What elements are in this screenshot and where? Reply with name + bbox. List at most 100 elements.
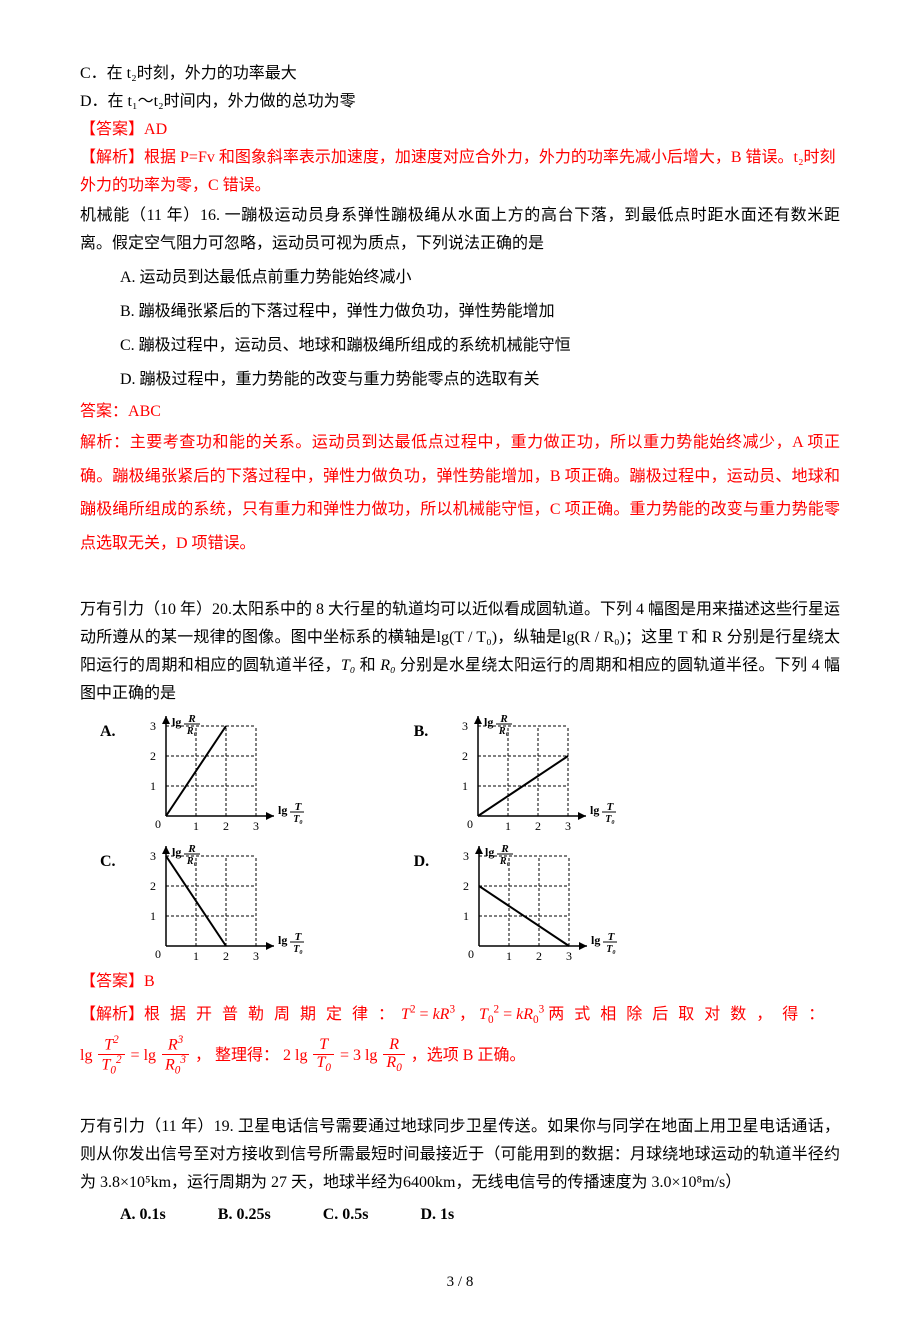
q15-explain: 【解析】根据 P=Fv 和图象斜率表示加速度，加速度对应合外力，外力的功率先减小…: [80, 144, 840, 200]
q20-eq4: 2 lg: [283, 1047, 311, 1064]
svg-text:3: 3: [463, 849, 469, 863]
q15-option-c: C．在 t₂时刻，外力的功率最大: [80, 60, 840, 88]
q20-expl-a: 根 据 开 普 勒 周 期 定 律 ：: [144, 1006, 397, 1023]
q20-eq2: T: [479, 1006, 488, 1023]
chart-c-letter: C.: [100, 844, 116, 876]
svg-text:2: 2: [150, 879, 156, 893]
q15-option-d: D．在 t₁～t₂时间内，外力做的总功为零: [80, 88, 840, 116]
q20-text: 万有引力（10 年）20.太阳系中的 8 大行星的轨道均可以近似看成圆轨道。下列…: [80, 596, 840, 708]
chart-a: A. 0 1 1 2 2 3 3 lg RR₀ lg TT₀: [100, 714, 304, 834]
svg-text:1: 1: [506, 949, 512, 963]
chart-d-letter: D.: [414, 844, 430, 876]
svg-text:1: 1: [462, 779, 468, 793]
q19-options: A. 0.1s B. 0.25s C. 0.5s D. 1s: [80, 1201, 840, 1229]
chart-b-letter: B.: [414, 714, 429, 746]
svg-text:T: T: [607, 801, 615, 813]
q15-answer: AD: [144, 121, 167, 138]
q20-lgR: lg(R / R₀): [562, 629, 625, 646]
svg-text:3: 3: [566, 949, 572, 963]
q16-option-b: B. 蹦极绳张紧后的下落过程中，弹性力做负功，弹性势能增加: [80, 298, 840, 326]
svg-text:T₀: T₀: [293, 814, 303, 825]
svg-text:2: 2: [536, 949, 542, 963]
svg-text:R: R: [187, 844, 195, 855]
svg-text:T₀: T₀: [605, 814, 615, 825]
svg-text:T₀: T₀: [293, 944, 303, 955]
svg-text:1: 1: [150, 779, 156, 793]
q20-eq1: T: [401, 1006, 410, 1023]
svg-text:T₀: T₀: [606, 944, 616, 955]
q20-expl-e: ，选项 B 正确。: [411, 1047, 526, 1064]
svg-text:1: 1: [193, 819, 199, 833]
svg-text:1: 1: [150, 909, 156, 923]
q20-answer-line: 【答案】B: [80, 968, 840, 996]
q20-t0: T₀: [341, 657, 355, 674]
q15-explain-text: 根据 P=Fv 和图象斜率表示加速度，加速度对应合外力，外力的功率先减小后增大，…: [80, 149, 836, 194]
svg-text:lg: lg: [278, 933, 287, 947]
chart-d-svg: 0 1 1 2 2 3 3 lg RR₀ lg TT₀: [437, 844, 617, 964]
q19-opt-b: B. 0.25s: [218, 1201, 271, 1229]
page-number: 3 / 8: [80, 1269, 840, 1295]
svg-text:3: 3: [253, 819, 259, 833]
svg-text:1: 1: [463, 909, 469, 923]
svg-text:R: R: [500, 844, 508, 855]
svg-text:1: 1: [193, 949, 199, 963]
q20-answer-label: 【答案】: [80, 973, 144, 990]
q20-lgT: lg(T / T₀): [437, 629, 498, 646]
svg-text:2: 2: [150, 749, 156, 763]
chart-c: C. 0112233lgRR₀lgTT₀: [100, 844, 304, 964]
q19-opt-a: A. 0.1s: [120, 1201, 166, 1229]
svg-text:lg: lg: [484, 715, 493, 729]
svg-text:T: T: [608, 931, 616, 943]
chart-b-svg: 0112233lgRR₀lgTT₀: [436, 714, 616, 834]
svg-text:3: 3: [565, 819, 571, 833]
chart-a-svg: 0 1 1 2 2 3 3 lg RR₀ lg TT₀: [124, 714, 304, 834]
svg-text:1: 1: [505, 819, 511, 833]
svg-text:lg: lg: [172, 845, 181, 859]
svg-text:3: 3: [150, 719, 156, 733]
chart-c-svg: 0112233lgRR₀lgTT₀: [124, 844, 304, 964]
svg-text:lg: lg: [278, 803, 287, 817]
svg-text:0: 0: [468, 947, 474, 961]
svg-text:0: 0: [155, 817, 161, 831]
svg-text:2: 2: [462, 749, 468, 763]
q16-explain: 解析：主要考查功和能的关系。运动员到达最低点过程中，重力做正功，所以重力势能始终…: [80, 426, 840, 560]
q16-option-a: A. 运动员到达最低点前重力势能始终减小: [80, 264, 840, 292]
q16-answer: ABC: [128, 403, 161, 420]
svg-text:T: T: [294, 801, 302, 813]
q16-explain-label: 解析：: [80, 434, 130, 451]
q20-expl-c: 两 式 相 除 后 取 对 数 ， 得 ：: [548, 1006, 827, 1023]
svg-text:3: 3: [253, 949, 259, 963]
svg-text:T: T: [294, 931, 302, 943]
svg-text:2: 2: [223, 819, 229, 833]
q20-explain-label: 【解析】: [80, 1006, 144, 1023]
svg-text:R₀: R₀: [185, 856, 197, 867]
q16-explain-text: 主要考查功和能的关系。运动员到达最低点过程中，重力做正功，所以重力势能始终减少，…: [80, 434, 840, 552]
q16-option-d: D. 蹦极过程中，重力势能的改变与重力势能零点的选取有关: [80, 366, 840, 394]
svg-text:3: 3: [462, 719, 468, 733]
chart-b: B. 0112233lgRR₀lgTT₀: [414, 714, 617, 834]
svg-text:0: 0: [155, 947, 161, 961]
svg-text:lg: lg: [172, 715, 181, 729]
svg-text:2: 2: [223, 949, 229, 963]
svg-text:lg: lg: [485, 845, 494, 859]
svg-text:2: 2: [463, 879, 469, 893]
svg-text:R: R: [500, 714, 508, 725]
q20-text-d: 和: [355, 657, 380, 674]
svg-text:R₀: R₀: [185, 726, 197, 737]
q16-answer-line: 答案：ABC: [80, 398, 840, 426]
svg-text:lg: lg: [591, 933, 600, 947]
q15-answer-label: 【答案】: [80, 121, 144, 138]
q16-option-c: C. 蹦极过程中，运动员、地球和蹦极绳所组成的系统机械能守恒: [80, 332, 840, 360]
q16-heading: 机械能（11 年）16. 一蹦极运动员身系弹性蹦极绳从水面上方的高台下落，到最低…: [80, 202, 840, 258]
q19-opt-c: C. 0.5s: [323, 1201, 369, 1229]
svg-text:0: 0: [467, 817, 473, 831]
q20-answer: B: [144, 973, 155, 990]
q20-expl-d: ， 整理得：: [195, 1047, 279, 1064]
q20-expl-b: ，: [459, 1006, 475, 1023]
chart-a-letter: A.: [100, 714, 116, 746]
q19-heading: 万有引力（11 年）19. 卫星电话信号需要通过地球同步卫星传送。如果你与同学在…: [80, 1113, 840, 1197]
svg-text:R₀: R₀: [498, 726, 510, 737]
svg-text:R: R: [187, 714, 195, 725]
svg-text:lg: lg: [590, 803, 599, 817]
svg-text:R₀: R₀: [499, 856, 511, 867]
